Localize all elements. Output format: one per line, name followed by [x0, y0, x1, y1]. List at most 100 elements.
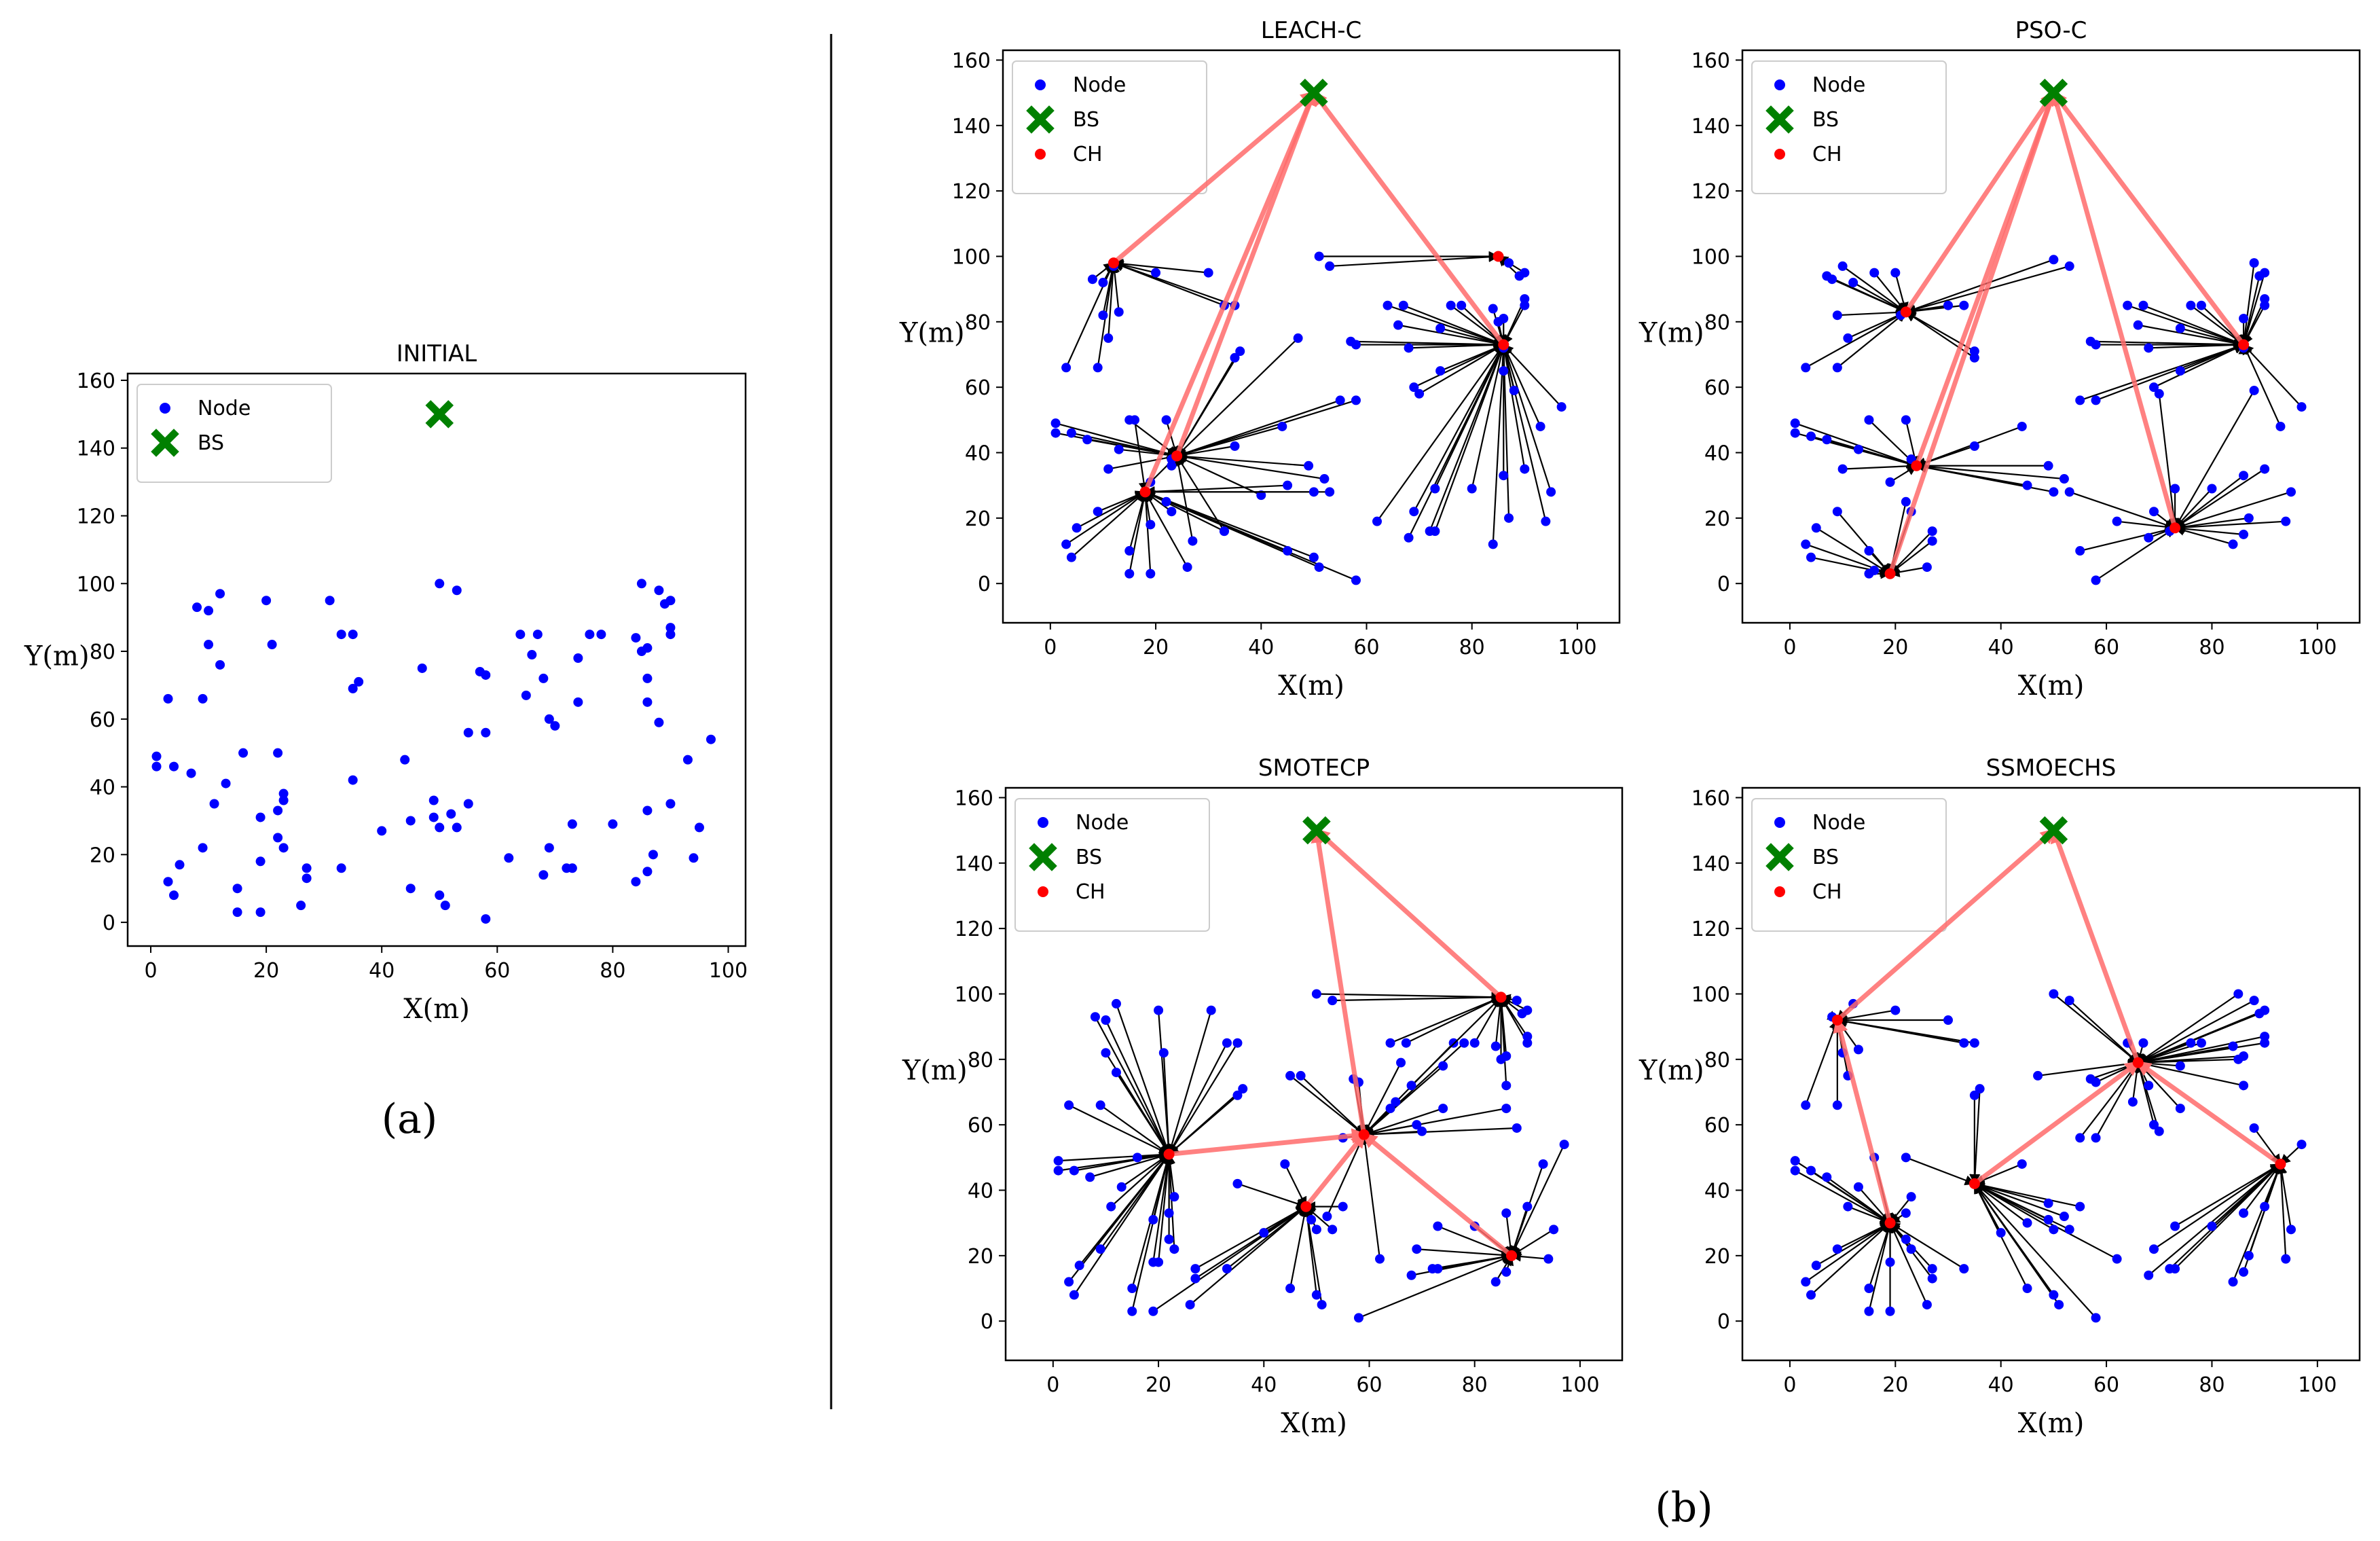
leach-c-node-point	[1351, 575, 1361, 585]
ssmoechs-node-point	[2260, 1032, 2270, 1042]
ssmoechs-node-point	[2049, 1290, 2059, 1300]
pso-c-member-link	[2079, 342, 2245, 401]
smotecp-ch-route	[1169, 1128, 1368, 1157]
smotecp-node-point	[1406, 1270, 1416, 1280]
ssmoechs-node-point	[1806, 1165, 1816, 1176]
pso-c-node-point	[1801, 363, 1811, 373]
pso-c-x-tick-label: 20	[1882, 636, 1908, 659]
pso-c-legend-box	[1751, 60, 1947, 194]
initial-node-point	[273, 833, 283, 843]
smotecp-node-point	[1069, 1165, 1079, 1176]
leach-c-node-point	[1351, 395, 1361, 405]
leach-c-member-link	[1112, 261, 1225, 306]
pso-c-node-point	[2149, 382, 2159, 393]
smotecp-member-link	[1162, 1053, 1174, 1156]
smotecp-node-point	[1064, 1100, 1074, 1110]
ssmoechs-node-point	[2286, 1225, 2296, 1235]
pso-c-node-point	[1969, 441, 1979, 451]
ssmoechs-xlabel: X(m)	[2018, 1408, 2085, 1439]
leach-c-node-point	[1182, 562, 1192, 573]
ssmoechs-member-link	[2153, 1163, 2282, 1250]
leach-c-y-tick-label: 80	[965, 311, 991, 335]
ssmoechs-node-point	[2170, 1264, 2180, 1274]
ssmoechs-node-point	[1801, 1100, 1811, 1110]
smotecp-member-link	[1390, 996, 1502, 1044]
leach-c-node-point	[1087, 274, 1097, 285]
initial-node-point	[428, 795, 439, 805]
pso-c-cluster-head	[1900, 306, 1911, 318]
ssmoechs-legend: Node BS CH	[1751, 798, 1947, 932]
initial-legend-bs-label: BS	[198, 431, 224, 455]
ssmoechs-ch-route	[1973, 1060, 2141, 1186]
pso-c-member-link	[1816, 527, 1891, 575]
smotecp-node-point	[1459, 1038, 1469, 1048]
pso-c-legend-node-marker	[1774, 79, 1785, 90]
smotecp-member-link	[1131, 1153, 1172, 1311]
pso-c-node-point	[2133, 320, 2143, 330]
ssmoechs-node-point	[1801, 1277, 1811, 1287]
smotecp-x-tick-label: 40	[1251, 1373, 1277, 1397]
pso-c-cluster-head	[2238, 339, 2250, 350]
initial-y-tick-label: 0	[103, 911, 115, 935]
pso-c-member-link	[2143, 304, 2245, 346]
initial-node-point	[608, 819, 618, 829]
smotecp-node-point	[1543, 1254, 1554, 1264]
initial-node-point	[169, 761, 179, 772]
initial-node-point	[325, 596, 335, 606]
leach-c-node-point	[1556, 402, 1567, 412]
smotecp-node-point	[1148, 1214, 1158, 1225]
smotecp-node-point	[1311, 1225, 1321, 1235]
smotecp-y-tick-label: 20	[968, 1245, 993, 1269]
ssmoechs-legend-box	[1751, 798, 1947, 932]
ssmoechs-node-point	[2196, 1038, 2206, 1048]
initial-node-point	[209, 799, 219, 809]
leach-c-member-link	[1129, 490, 1149, 574]
pso-c-node-point	[1864, 546, 1874, 556]
initial-node-point	[186, 768, 196, 778]
ssmoechs-member-link	[1889, 1196, 1912, 1224]
ssmoechs-node-point	[1959, 1038, 1969, 1048]
leach-c-node-point	[1098, 310, 1108, 321]
smotecp-node-point	[1438, 1061, 1448, 1071]
ssmoechs-node-point	[2138, 1038, 2148, 1048]
pso-c-member-link	[1915, 425, 2023, 468]
pso-c-member-link	[1837, 311, 1907, 369]
leach-c-node-point	[1520, 300, 1530, 310]
leach-c-cluster-head	[1493, 251, 1504, 262]
leach-c-member-link	[1175, 399, 1357, 458]
smotecp-node-point	[1053, 1156, 1063, 1166]
smotecp-node-point	[1190, 1264, 1201, 1274]
leach-c-xlabel: X(m)	[1278, 670, 1344, 702]
ssmoechs-ylabel: Y(m)	[1638, 1055, 1704, 1087]
pso-c-member-link	[2127, 304, 2245, 347]
pso-c-node-point	[2049, 487, 2059, 497]
pso-c-node-point	[2260, 294, 2270, 304]
smotecp-member-link	[1406, 996, 1502, 1044]
ssmoechs-node-point	[1901, 1153, 1911, 1163]
leach-c-node-point	[1124, 568, 1135, 579]
initial-node-point	[301, 863, 312, 873]
leach-c-legend: Node BS CH	[1012, 60, 1207, 194]
initial-legend-node-label: Node	[198, 397, 251, 420]
initial-node-point	[204, 606, 214, 616]
ssmoechs-node-point	[2127, 1097, 2138, 1107]
pso-c-legend-bs-marker	[1765, 105, 1794, 134]
smotecp-node-point	[1501, 1081, 1512, 1091]
pso-c-node-point	[1927, 526, 1937, 537]
initial-node-point	[151, 761, 162, 772]
leach-c-node-point	[1404, 532, 1414, 543]
initial-node-point	[428, 812, 439, 822]
smotecp-member-link	[1226, 1205, 1307, 1269]
pso-c-legend-node-label: Node	[1812, 73, 1865, 97]
pso-c-node-point	[1864, 415, 1874, 425]
smotecp-member-link	[1100, 1104, 1170, 1155]
pso-c-node-point	[2249, 258, 2259, 268]
leach-c-node-point	[1072, 523, 1082, 533]
smotecp-node-point	[1401, 1038, 1411, 1048]
pso-c-cluster-head	[2170, 522, 2181, 534]
ssmoechs-node-point	[2260, 1005, 2270, 1015]
initial-node-point	[596, 630, 606, 640]
leach-c-member-link	[1434, 344, 1505, 532]
smotecp-ch-route	[1304, 1132, 1366, 1208]
leach-c-node-point	[1114, 307, 1124, 317]
